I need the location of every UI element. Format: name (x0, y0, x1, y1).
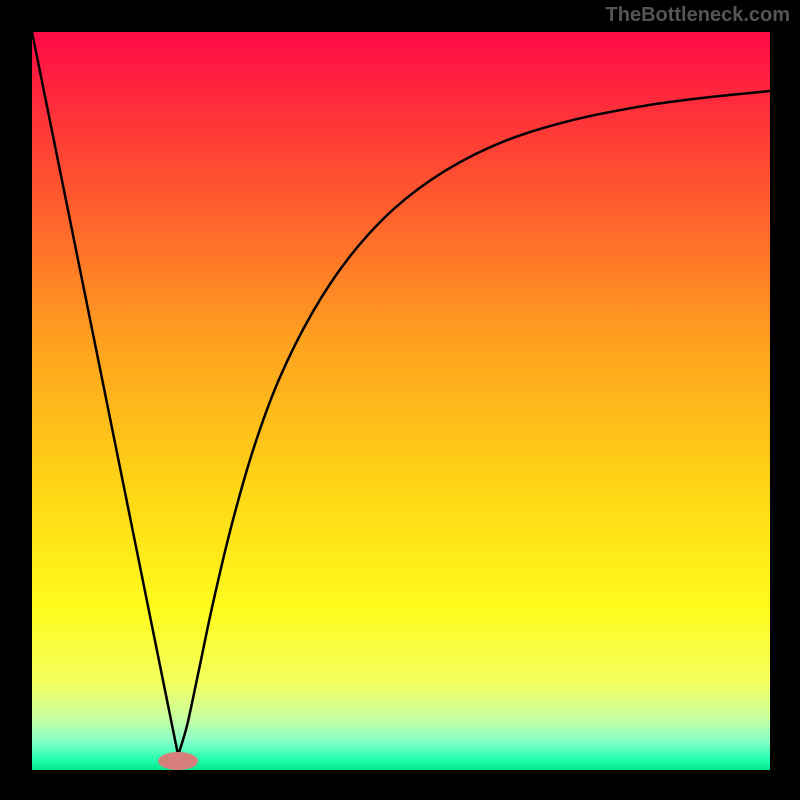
plot-area (32, 32, 770, 770)
v-curve (32, 32, 770, 755)
min-marker (158, 752, 198, 770)
watermark-text: TheBottleneck.com (606, 4, 790, 27)
chart-container: TheBottleneck.com (0, 0, 800, 800)
curve-layer (32, 32, 770, 770)
